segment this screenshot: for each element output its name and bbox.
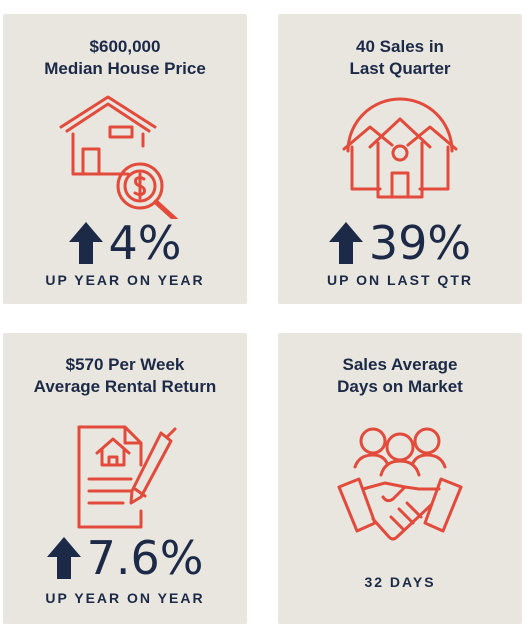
card-title-line2: Days on Market [337, 377, 463, 396]
stat-value: 4% [108, 216, 182, 270]
stat-card-rental-return: $570 Per Week Average Rental Return 7.6%… [3, 333, 247, 624]
stat-caption: 32 DAYS [364, 574, 436, 590]
card-title-line1: $600,000 [89, 37, 161, 56]
card-title-line1: Sales Average [342, 355, 458, 374]
stat-card-days-on-market: Sales Average Days on Market 32 DAYS [278, 333, 522, 624]
arrow-up-icon [328, 222, 363, 264]
house-search-icon [59, 95, 179, 219]
arrow-up-icon [46, 537, 81, 579]
card-title: $600,000 Median House Price [3, 36, 247, 80]
card-title-line1: 40 Sales in [356, 37, 444, 56]
stat-row: 7.6% [3, 533, 247, 583]
stat-caption: UP ON LAST QTR [327, 272, 473, 288]
handshake-people-icon [337, 427, 463, 541]
card-title: 40 Sales in Last Quarter [278, 36, 522, 80]
stat-value: 39% [368, 216, 472, 270]
houses-neighborhood-icon [342, 97, 458, 199]
stat-caption: UP YEAR ON YEAR [45, 272, 205, 288]
card-title: Sales Average Days on Market [278, 354, 522, 398]
lease-document-pen-icon [77, 425, 177, 529]
card-title-line1: $570 Per Week [65, 355, 185, 374]
card-title-line2: Median House Price [44, 59, 206, 78]
arrow-up-icon [68, 222, 103, 264]
stat-row: 39% [278, 218, 522, 268]
card-title-line2: Last Quarter [349, 59, 451, 78]
stat-card-quarter-sales: 40 Sales in Last Quarter 39% UP ON LAST … [278, 14, 522, 304]
stat-row: 4% [3, 218, 247, 268]
stat-caption: UP YEAR ON YEAR [45, 590, 205, 606]
card-title: $570 Per Week Average Rental Return [3, 354, 247, 398]
stat-card-median-price: $600,000 Median House Price 4% UP YEAR O… [3, 14, 247, 304]
card-title-line2: Average Rental Return [33, 377, 217, 396]
stat-value: 7.6% [86, 531, 204, 585]
